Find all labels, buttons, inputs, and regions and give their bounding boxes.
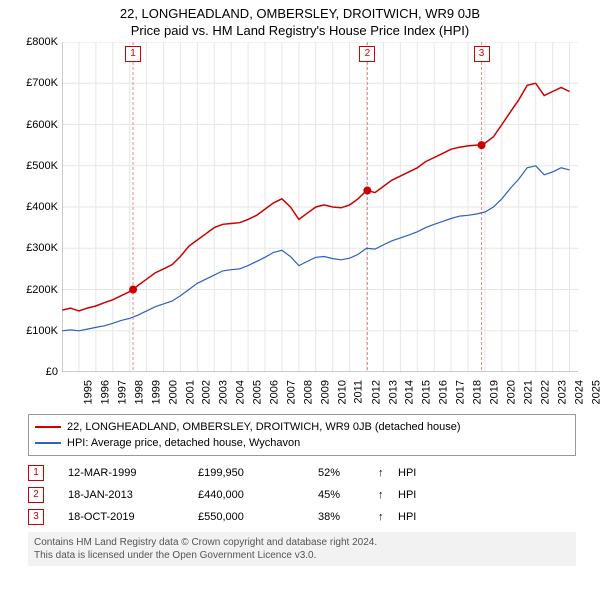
x-tick-label: 1995: [82, 380, 94, 404]
y-tick-label: £300K: [26, 242, 58, 254]
sales-row: 1 12-MAR-1999£199,95052%↑HPI: [28, 462, 600, 484]
title-subtitle: Price paid vs. HM Land Registry's House …: [0, 23, 600, 38]
x-tick-label: 2016: [438, 380, 450, 404]
sales-row: 3 18-OCT-2019£550,00038%↑HPI: [28, 506, 600, 528]
sales-marker: 3: [28, 509, 44, 525]
chart-container: 22, LONGHEADLAND, OMBERSLEY, DROITWICH, …: [0, 0, 600, 566]
chart-area: £0£100K£200K£300K£400K£500K£600K£700K£80…: [20, 42, 580, 412]
sales-date: 12-MAR-1999: [68, 467, 198, 479]
x-tick-label: 2009: [319, 380, 331, 404]
x-tick-label: 2004: [235, 380, 247, 404]
x-tick-label: 2000: [167, 380, 179, 404]
footer-attribution: Contains HM Land Registry data © Crown c…: [28, 532, 576, 566]
x-tick-label: 2015: [421, 380, 433, 404]
x-tick-label: 2010: [336, 380, 348, 404]
sales-date: 18-OCT-2019: [68, 511, 198, 523]
y-tick-label: £0: [46, 366, 58, 378]
x-tick-label: 2024: [573, 380, 585, 404]
legend-row: HPI: Average price, detached house, Wych…: [35, 435, 569, 451]
sales-hpi-label: HPI: [398, 467, 416, 479]
sales-price: £199,950: [198, 467, 318, 479]
x-tick-label: 2003: [218, 380, 230, 404]
legend-box: 22, LONGHEADLAND, OMBERSLEY, DROITWICH, …: [28, 414, 576, 456]
up-arrow-icon: ↑: [378, 467, 398, 479]
x-tick-label: 2021: [522, 380, 534, 404]
legend-swatch: [35, 426, 61, 428]
title-address: 22, LONGHEADLAND, OMBERSLEY, DROITWICH, …: [0, 6, 600, 21]
x-tick-label: 2011: [352, 380, 364, 404]
x-tick-label: 1999: [150, 380, 162, 404]
sales-price: £440,000: [198, 489, 318, 501]
sale-marker-box: 3: [474, 46, 490, 62]
sales-pct: 45%: [318, 489, 378, 501]
sale-marker-box: 2: [359, 46, 375, 62]
x-tick-label: 2013: [387, 380, 399, 404]
sales-hpi-label: HPI: [398, 489, 416, 501]
up-arrow-icon: ↑: [378, 489, 398, 501]
sales-table: 112-MAR-1999£199,95052%↑HPI218-JAN-2013£…: [28, 462, 600, 528]
sales-marker: 1: [28, 465, 44, 481]
x-tick-label: 2002: [201, 380, 213, 404]
y-tick-label: £200K: [26, 284, 58, 296]
x-tick-label: 2018: [472, 380, 484, 404]
plot-svg: [62, 42, 578, 372]
x-tick-label: 2001: [184, 380, 196, 404]
legend-swatch: [35, 442, 61, 444]
sales-marker: 2: [28, 487, 44, 503]
x-tick-label: 2020: [505, 380, 517, 404]
x-tick-label: 2017: [455, 380, 467, 404]
sales-price: £550,000: [198, 511, 318, 523]
sales-hpi-label: HPI: [398, 511, 416, 523]
x-tick-label: 2023: [556, 380, 568, 404]
y-tick-label: £100K: [26, 325, 58, 337]
sale-marker-box: 1: [125, 46, 141, 62]
footer-line2: This data is licensed under the Open Gov…: [34, 549, 570, 562]
y-tick-label: £700K: [26, 77, 58, 89]
sales-pct: 38%: [318, 511, 378, 523]
up-arrow-icon: ↑: [378, 511, 398, 523]
x-tick-label: 2019: [489, 380, 501, 404]
sales-pct: 52%: [318, 467, 378, 479]
x-tick-label: 2025: [590, 380, 600, 404]
x-tick-label: 2012: [370, 380, 382, 404]
sales-date: 18-JAN-2013: [68, 489, 198, 501]
sales-row: 2 18-JAN-2013£440,00045%↑HPI: [28, 484, 600, 506]
x-tick-label: 1996: [99, 380, 111, 404]
y-tick-label: £400K: [26, 201, 58, 213]
x-tick-label: 2006: [269, 380, 281, 404]
x-tick-label: 2007: [286, 380, 298, 404]
title-block: 22, LONGHEADLAND, OMBERSLEY, DROITWICH, …: [0, 0, 600, 38]
legend-label: HPI: Average price, detached house, Wych…: [67, 437, 300, 449]
x-tick-label: 2022: [539, 380, 551, 404]
footer-line1: Contains HM Land Registry data © Crown c…: [34, 536, 570, 549]
x-tick-label: 2005: [252, 380, 264, 404]
x-tick-label: 2008: [302, 380, 314, 404]
legend-row: 22, LONGHEADLAND, OMBERSLEY, DROITWICH, …: [35, 419, 569, 435]
y-tick-label: £800K: [26, 36, 58, 48]
x-tick-label: 2014: [404, 380, 416, 404]
legend-label: 22, LONGHEADLAND, OMBERSLEY, DROITWICH, …: [67, 421, 460, 433]
y-tick-label: £600K: [26, 119, 58, 131]
x-tick-label: 1998: [133, 380, 145, 404]
x-tick-label: 1997: [116, 380, 128, 404]
y-tick-label: £500K: [26, 160, 58, 172]
